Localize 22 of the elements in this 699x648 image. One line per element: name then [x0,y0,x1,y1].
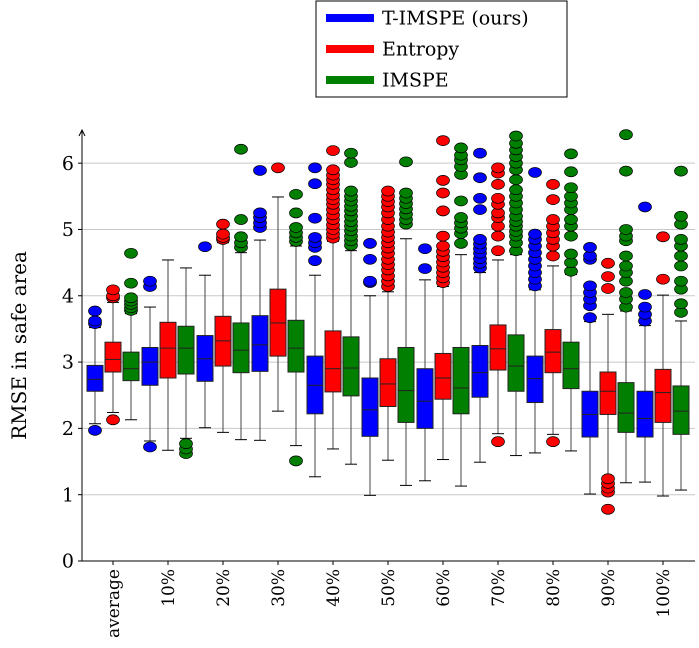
y-axis-title: RMSE in safe area [7,250,31,440]
legend-label: IMSPE [382,70,449,92]
legend-label: Entropy [382,38,460,61]
x-tick-label: 20% [214,569,234,607]
x-tick-label: 30% [268,569,289,607]
x-tick-label: 40% [324,569,344,607]
y-tick-label: 6 [62,152,74,175]
x-tick-label: 90% [598,569,619,607]
x-tick-label: 10% [158,569,179,607]
x-tick-label: 60% [434,569,454,607]
x-tick-label: average [104,569,124,638]
x-tick-label: 50% [378,569,399,607]
x-tick-label: 70% [488,569,509,607]
legend-label: T-IMSPE (ours) [382,8,529,30]
x-tick-label: 100% [654,569,674,618]
y-tick-label: 3 [62,352,74,374]
y-tick-label: 1 [62,484,74,506]
y-tick-label: 0 [62,550,74,573]
y-tick-label: 2 [62,418,74,440]
y-tick-label: 4 [62,285,74,308]
x-tick-label: 80% [544,569,564,607]
y-tick-label: 5 [62,219,74,242]
